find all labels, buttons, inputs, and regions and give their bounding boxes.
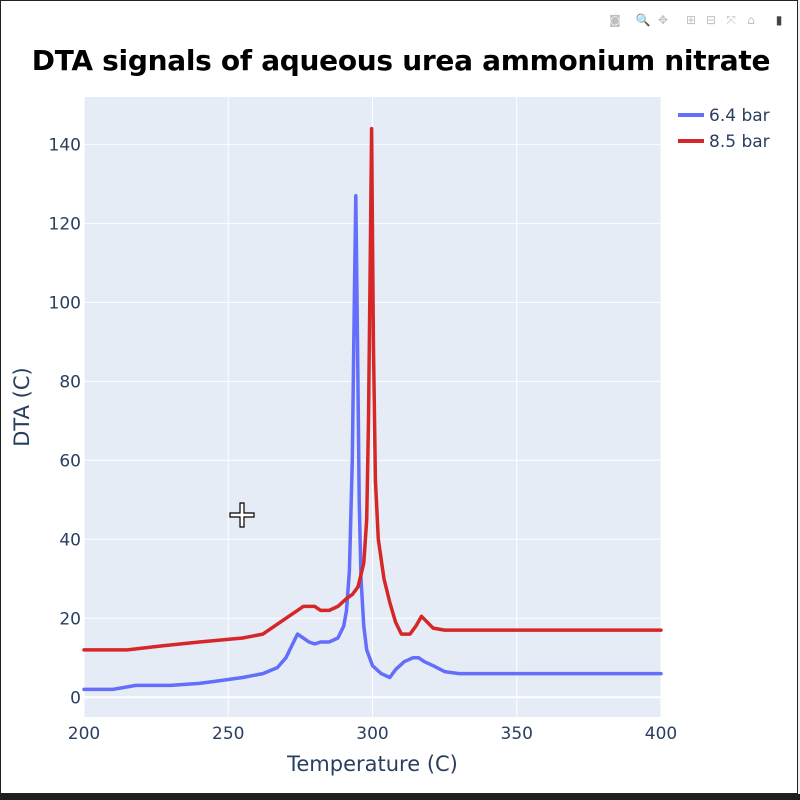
y-tick-label: 20 bbox=[59, 609, 81, 629]
chart-title: DTA signals of aqueous urea ammonium nit… bbox=[31, 44, 771, 77]
series-line-1[interactable] bbox=[82, 193, 663, 692]
legend: 6.4 bar 8.5 bar bbox=[678, 106, 770, 152]
crosshair-cursor-icon bbox=[229, 502, 255, 528]
x-tick-label: 300 bbox=[356, 724, 388, 744]
zoom-icon[interactable]: 🔍 bbox=[635, 13, 651, 27]
legend-label: 6.4 bar bbox=[709, 106, 770, 126]
legend-item-2[interactable]: 8.5 bar bbox=[678, 132, 770, 152]
y-tick-label: 140 bbox=[49, 135, 81, 155]
y-tick-labels: 0 20 40 60 80 100 120 140 bbox=[49, 135, 81, 708]
y-tick-label: 120 bbox=[49, 214, 81, 234]
modebar: ◙ 🔍 ✥ ⊞ ⊟ ⤧ ⌂ ▮ bbox=[607, 11, 787, 29]
x-tick-label: 400 bbox=[645, 724, 677, 744]
y-tick-label: 100 bbox=[49, 293, 81, 313]
series-line-2[interactable] bbox=[82, 126, 663, 652]
plotly-logo-icon[interactable]: ▮ bbox=[775, 13, 783, 27]
legend-item-1[interactable]: 6.4 bar bbox=[678, 106, 770, 126]
y-tick-label: 80 bbox=[59, 372, 81, 392]
reset-axes-icon[interactable]: ⌂ bbox=[747, 13, 755, 27]
x-tick-label: 350 bbox=[501, 724, 533, 744]
legend-label: 8.5 bar bbox=[709, 132, 770, 152]
y-axis-title: DTA (C) bbox=[10, 367, 34, 446]
autoscale-icon[interactable]: ⤧ bbox=[726, 13, 736, 27]
x-axis-title: Temperature (C) bbox=[286, 752, 458, 776]
x-tick-label: 250 bbox=[212, 724, 244, 744]
window-bottom-edge bbox=[0, 794, 800, 800]
zoom-in-icon[interactable]: ⊞ bbox=[685, 13, 697, 27]
y-tick-label: 40 bbox=[59, 530, 81, 550]
pan-icon[interactable]: ✥ bbox=[657, 13, 669, 27]
x-tick-label: 200 bbox=[68, 724, 100, 744]
traces bbox=[82, 126, 663, 692]
y-tick-label: 60 bbox=[59, 451, 81, 471]
zoom-out-icon[interactable]: ⊟ bbox=[705, 13, 717, 27]
y-tick-label: 0 bbox=[70, 688, 81, 708]
camera-icon[interactable]: ◙ bbox=[609, 13, 621, 27]
x-tick-labels: 200 250 300 350 400 bbox=[68, 724, 677, 744]
